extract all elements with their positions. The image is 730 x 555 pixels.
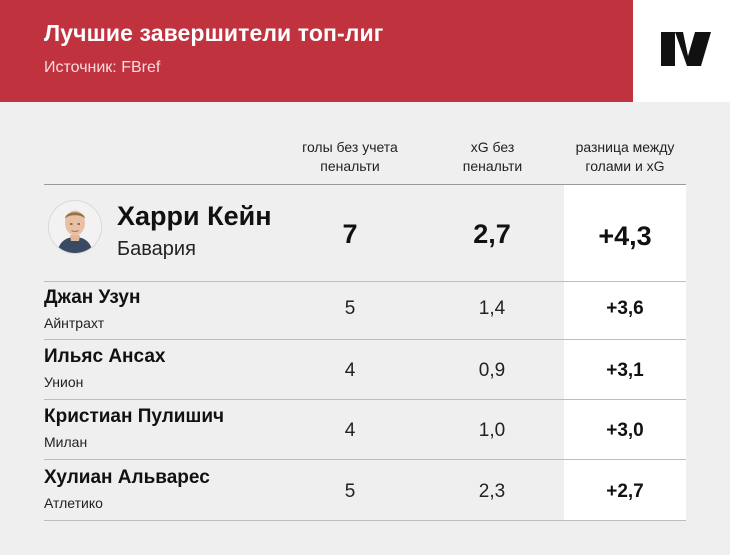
divider	[44, 184, 686, 185]
column-header-goals: голы без учета пенальти	[302, 139, 398, 174]
player-name: Харри Кейн	[117, 201, 272, 231]
player-club: Милан	[44, 434, 88, 450]
table-row: Харри Кейн Бавария 7 2,7 +4,3	[0, 185, 730, 281]
diff-value: +3,1	[606, 360, 644, 381]
divider	[44, 520, 686, 521]
divider	[44, 459, 686, 460]
xg-value: 1,4	[478, 298, 506, 319]
brand-logo-icon	[661, 32, 711, 66]
diff-highlight-panel	[564, 185, 686, 521]
player-club: Бавария	[117, 238, 196, 260]
divider	[44, 339, 686, 340]
goals-value: 7	[342, 219, 358, 249]
goals-value: 4	[344, 360, 356, 381]
xg-value: 2,3	[478, 481, 506, 502]
player-name: Джан Узун	[44, 287, 141, 308]
player-name: Ильяс Ансах	[44, 346, 166, 367]
player-name: Хулиан Альварес	[44, 467, 210, 488]
player-club: Унион	[44, 374, 84, 390]
diff-value: +3,0	[606, 420, 644, 441]
goals-value: 4	[344, 420, 356, 441]
table-row: Хулиан Альварес Атлетико 5 2,3 +2,7	[0, 460, 730, 520]
player-club: Айнтрахт	[44, 315, 105, 331]
table-row: Ильяс Ансах Унион 4 0,9 +3,1	[0, 340, 730, 399]
column-header-diff: разница между голами и xG	[575, 139, 675, 174]
player-photo-icon	[48, 200, 102, 254]
logo-box	[633, 0, 730, 102]
xg-value: 1,0	[478, 420, 506, 441]
header-banner: Лучшие завершители топ-лиг Источник: FBr…	[0, 0, 633, 102]
player-club: Атлетико	[44, 495, 103, 511]
table-row: Кристиан Пулишич Милан 4 1,0 +3,0	[0, 400, 730, 459]
divider	[44, 399, 686, 400]
goals-value: 5	[344, 481, 356, 502]
diff-value: +2,7	[606, 481, 644, 502]
goals-value: 5	[344, 298, 356, 319]
divider	[44, 281, 686, 282]
column-header-xg: xG без пенальти	[462, 139, 523, 174]
source-label: Источник: FBref	[44, 59, 161, 76]
xg-value: 2,7	[473, 219, 511, 249]
player-name: Кристиан Пулишич	[44, 406, 225, 427]
diff-value: +3,6	[606, 298, 644, 319]
xg-value: 0,9	[478, 360, 506, 381]
page-title: Лучшие завершители топ-лиг	[44, 20, 384, 46]
diff-value: +4,3	[598, 221, 652, 251]
table-row: Джан Узун Айнтрахт 5 1,4 +3,6	[0, 282, 730, 339]
